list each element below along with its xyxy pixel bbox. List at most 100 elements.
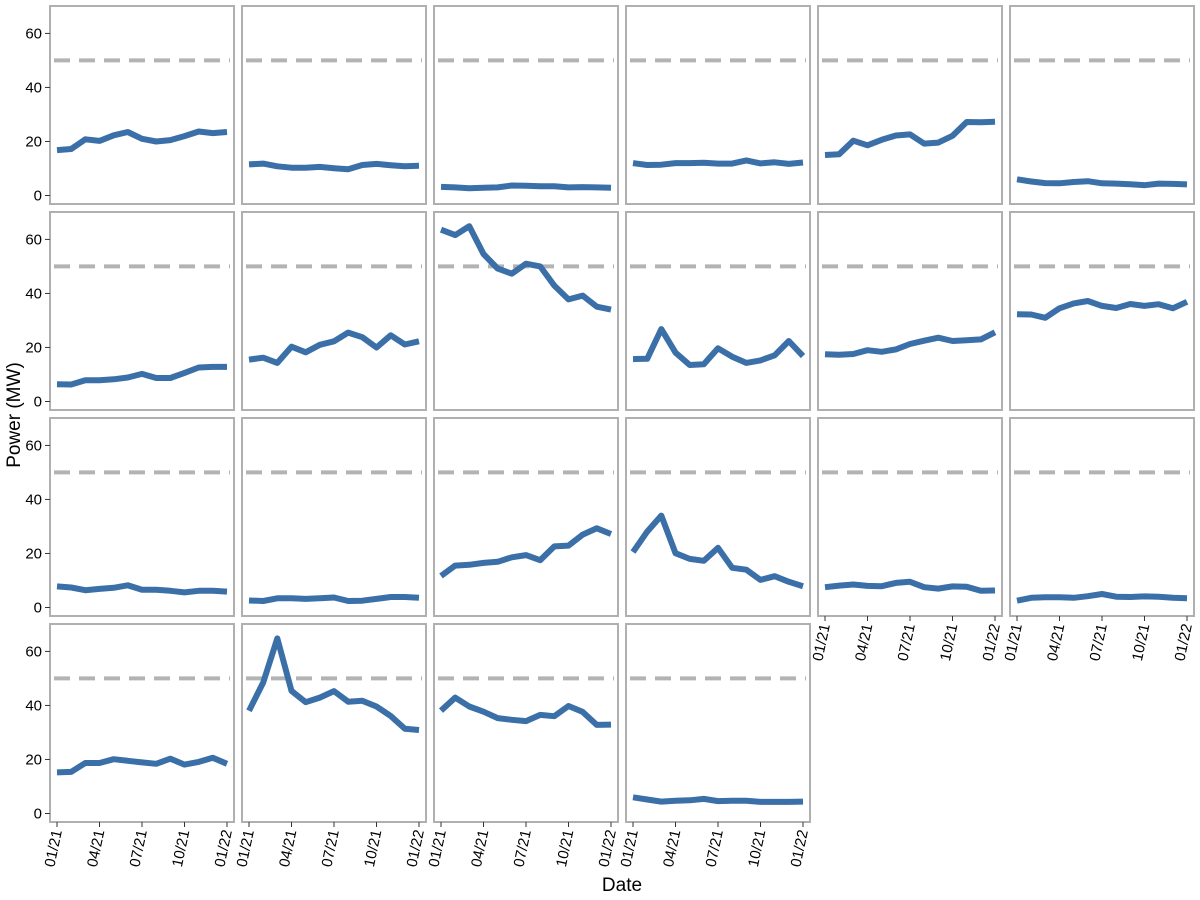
panel-frame (49, 417, 235, 617)
x-tick-label: 04/21 (84, 828, 108, 868)
y-tick-label: 0 (34, 394, 42, 411)
panel (817, 417, 1003, 617)
x-tick-label: 07/21 (1086, 622, 1110, 662)
panel (625, 623, 811, 823)
panel-frame (625, 417, 811, 617)
panel (241, 211, 427, 411)
x-tick-label: 04/21 (852, 622, 876, 662)
series-line (56, 363, 227, 388)
x-tick-label: 01/21 (233, 828, 257, 868)
y-axis-ticks: 0 20 40 60 0 20 40 60 0 20 40 60 0 20 40 60 (25, 25, 50, 823)
series-line (438, 694, 612, 728)
panel (49, 211, 235, 411)
series-line (632, 157, 804, 168)
x-tick-label: 07/21 (894, 622, 918, 662)
x-tick-label: 01/22 (1171, 622, 1195, 662)
x-tick-label: 10/21 (1129, 622, 1153, 662)
panel (817, 211, 1003, 411)
series-line (56, 582, 228, 596)
x-tick-label: 10/21 (361, 828, 385, 868)
series-line (632, 326, 806, 368)
y-tick-label: 40 (25, 697, 42, 714)
y-tick-label: 0 (34, 600, 42, 617)
panel (1009, 211, 1195, 411)
x-tick-label: 07/21 (318, 828, 342, 868)
panel-frame (625, 5, 811, 205)
x-tick-label: 01/21 (809, 622, 833, 662)
x-tick-label: 01/21 (425, 828, 449, 868)
y-tick-label: 40 (25, 285, 42, 302)
panel-frame (625, 623, 811, 823)
panel (625, 211, 811, 411)
panel (49, 417, 235, 617)
x-tick-label: 01/22 (979, 622, 1003, 662)
series-line (246, 635, 420, 733)
y-tick-label: 60 (25, 231, 42, 248)
y-tick-label: 60 (25, 437, 42, 454)
y-tick-label: 60 (25, 643, 42, 660)
panel (241, 623, 427, 823)
panel (433, 623, 619, 823)
series-line (56, 754, 229, 776)
series-line (439, 525, 613, 579)
y-axis-title: Power (MW) (4, 362, 25, 468)
y-tick-label: 20 (25, 751, 42, 768)
y-tick-label: 20 (25, 339, 42, 356)
y-tick-label: 60 (25, 25, 42, 42)
panel (817, 5, 1003, 205)
panel (1009, 5, 1195, 205)
panel-frame (433, 417, 619, 617)
x-tick-label: 01/21 (617, 828, 641, 868)
panel-frame (625, 211, 811, 411)
panels (49, 5, 1195, 823)
x-tick-label: 01/22 (211, 828, 235, 868)
panel-frame (433, 211, 619, 411)
series-line (56, 128, 228, 154)
series-line (248, 160, 420, 173)
panel-frame (1009, 211, 1195, 411)
panel (49, 5, 235, 205)
panel-frame (817, 211, 1003, 411)
panel (433, 417, 619, 617)
x-tick-label: 04/21 (468, 828, 492, 868)
series-line (630, 512, 804, 590)
x-tick-label: 04/21 (276, 828, 300, 868)
x-tick-label: 01/22 (403, 828, 427, 868)
series-line (248, 329, 420, 366)
panel-frame (1009, 417, 1195, 617)
x-tick-label: 10/21 (745, 828, 769, 868)
panel (433, 211, 619, 411)
y-tick-label: 20 (25, 133, 42, 150)
series-line (1016, 591, 1188, 604)
panel (625, 417, 811, 617)
x-tick-label: 10/21 (553, 828, 577, 868)
panel (241, 417, 427, 617)
x-axis-title: Date (602, 875, 642, 896)
panel-frame (241, 211, 427, 411)
x-tick-label: 01/22 (595, 828, 619, 868)
y-tick-label: 40 (25, 79, 42, 96)
x-tick-label: 07/21 (510, 828, 534, 868)
series-line (440, 182, 612, 192)
x-tick-label: 01/21 (41, 828, 65, 868)
x-tick-label: 01/22 (787, 828, 811, 868)
y-tick-label: 20 (25, 545, 42, 562)
panel-frame (241, 417, 427, 617)
panel-frame (433, 5, 619, 205)
panel-frame (817, 5, 1003, 205)
x-tick-label: 10/21 (169, 828, 193, 868)
series-line (1016, 298, 1189, 321)
panel (433, 5, 619, 205)
series-line (1016, 176, 1188, 189)
x-tick-label: 04/21 (660, 828, 684, 868)
y-tick-label: 0 (34, 806, 42, 823)
y-tick-label: 40 (25, 491, 42, 508)
panel-frame (49, 623, 235, 823)
panel-frame (1009, 5, 1195, 205)
x-tick-label: 10/21 (937, 622, 961, 662)
series-line (824, 578, 996, 594)
panel-frame (49, 5, 235, 205)
series-line (248, 594, 420, 604)
panel (241, 5, 427, 205)
